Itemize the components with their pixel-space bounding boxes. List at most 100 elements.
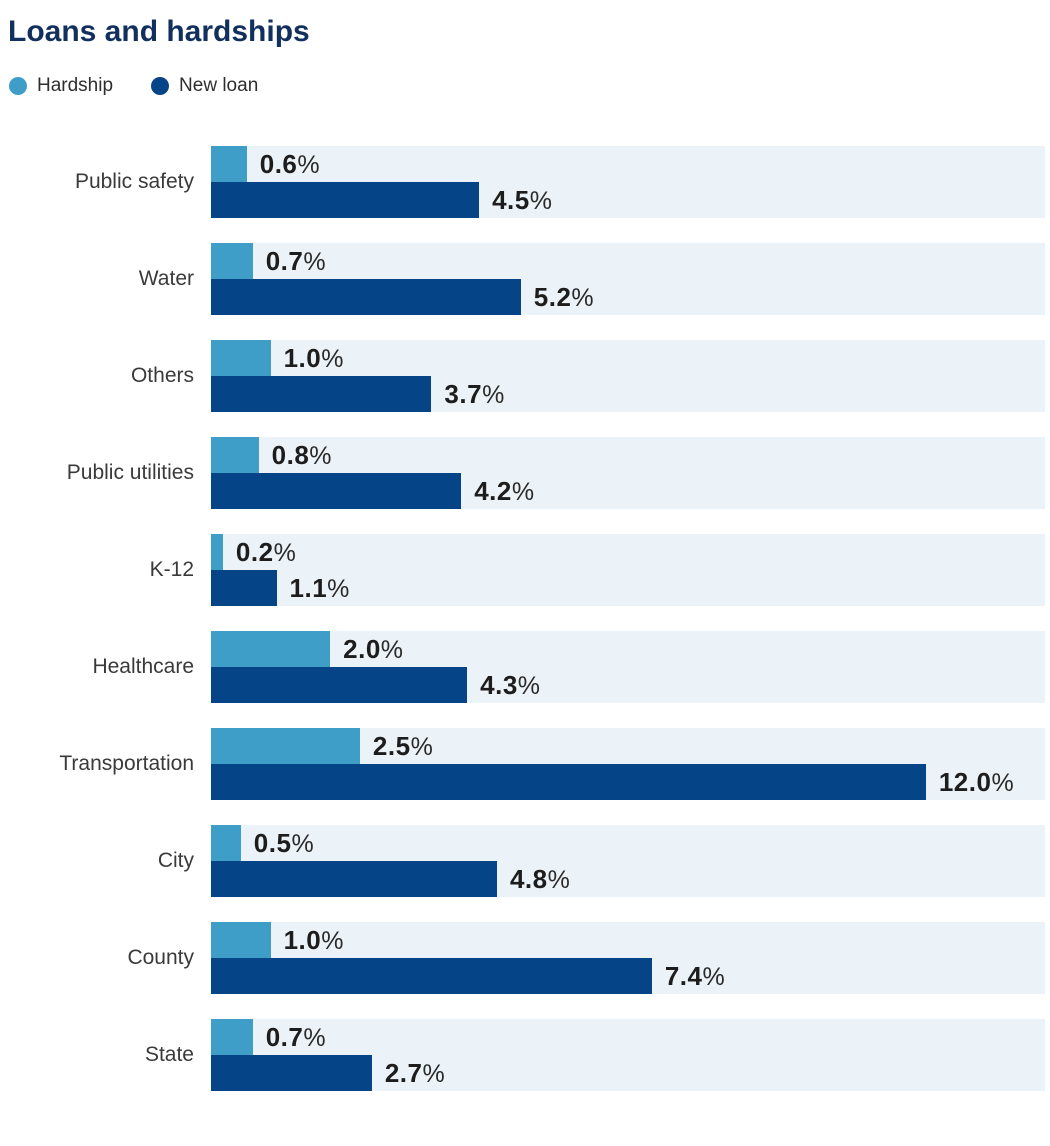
category-label: Public utilities <box>66 461 194 484</box>
bar-line: 12.0% <box>211 764 1045 800</box>
legend: Hardship New loan <box>9 75 1045 97</box>
new-loan-value-label: 3.7% <box>444 376 504 413</box>
category-label: Water <box>138 267 194 290</box>
value-number: 1.1 <box>289 572 328 603</box>
row-band: 0.2% 1.1% <box>211 534 1045 606</box>
value-number: 4.2 <box>474 475 512 506</box>
hardship-bar[interactable] <box>211 437 259 473</box>
percent-sign: % <box>380 635 404 664</box>
category-label: Public safety <box>74 170 194 193</box>
bar-line: 2.7% <box>211 1055 1045 1091</box>
percent-sign: % <box>529 186 552 215</box>
chart-row: County 1.0% 7.4% <box>8 922 1045 994</box>
bar-line: 1.0% <box>211 922 1045 958</box>
category-label: K-12 <box>149 558 194 581</box>
hardship-bar[interactable] <box>211 243 253 279</box>
chart-row: Healthcare 2.0% 4.3% <box>8 631 1045 703</box>
hardship-value-label: 2.5% <box>373 728 433 765</box>
chart-row: Transportation 2.5% 12.0% <box>8 728 1045 800</box>
value-number: 12.0 <box>938 766 992 797</box>
new-loan-value-label: 4.8% <box>510 861 570 898</box>
hardship-value-label: 1.0% <box>284 340 344 377</box>
new-loan-legend-dot-icon <box>151 77 170 95</box>
percent-sign: % <box>321 344 344 373</box>
new-loan-bar[interactable] <box>211 1055 372 1091</box>
bar-line: 1.1% <box>211 570 1045 606</box>
bar-line: 0.7% <box>211 243 1045 279</box>
row-band: 0.6% 4.5% <box>211 146 1045 218</box>
category-label: City <box>157 849 194 872</box>
percent-sign: % <box>991 768 1014 797</box>
chart-row: State 0.7% 2.7% <box>8 1019 1045 1091</box>
new-loan-bar[interactable] <box>211 570 277 606</box>
hardship-value-label: 0.5% <box>254 825 314 862</box>
percent-sign: % <box>303 247 326 276</box>
bar-line: 2.0% <box>211 631 1045 667</box>
percent-sign: % <box>410 732 433 761</box>
chart-row: Public utilities 0.8% 4.2% <box>8 437 1045 509</box>
bar-line: 2.5% <box>211 728 1045 764</box>
new-loan-bar[interactable] <box>211 376 432 412</box>
chart-row: Public safety 0.6% 4.5% <box>8 146 1045 218</box>
hardship-bar[interactable] <box>211 728 360 764</box>
legend-label-hardship: Hardship <box>37 75 114 96</box>
bar-line: 1.0% <box>211 340 1045 376</box>
bar-line: 4.5% <box>211 182 1045 218</box>
hardship-value-label: 0.7% <box>266 243 326 280</box>
chart-row: City 0.5% 4.8% <box>8 825 1045 897</box>
row-band: 1.0% 7.4% <box>211 922 1045 994</box>
value-number: 2.0 <box>343 633 381 664</box>
value-number: 4.8 <box>509 863 548 894</box>
bar-line: 5.2% <box>211 279 1045 315</box>
percent-sign: % <box>303 1023 326 1052</box>
percent-sign: % <box>309 441 332 470</box>
value-number: 4.3 <box>480 669 518 700</box>
hardship-bar[interactable] <box>211 146 247 182</box>
new-loan-value-label: 1.1% <box>290 570 350 607</box>
value-number: 0.7 <box>265 1021 304 1052</box>
row-band: 2.0% 4.3% <box>211 631 1045 703</box>
row-band: 0.7% 2.7% <box>211 1019 1045 1091</box>
chart-row: K-12 0.2% 1.1% <box>8 534 1045 606</box>
new-loan-bar[interactable] <box>211 861 497 897</box>
bar-line: 0.8% <box>211 437 1045 473</box>
value-number: 0.8 <box>271 439 310 470</box>
value-number: 4.5 <box>492 184 530 215</box>
bar-line: 4.8% <box>211 861 1045 897</box>
hardship-bar[interactable] <box>211 825 241 861</box>
bar-line: 4.2% <box>211 473 1045 509</box>
hardship-value-label: 0.8% <box>272 437 332 474</box>
value-number: 0.7 <box>265 245 304 276</box>
bar-line: 0.5% <box>211 825 1045 861</box>
chart-row: Others 1.0% 3.7% <box>8 340 1045 412</box>
value-number: 2.7 <box>384 1057 423 1088</box>
hardship-value-label: 0.6% <box>260 146 320 183</box>
new-loan-bar[interactable] <box>211 473 462 509</box>
new-loan-bar[interactable] <box>211 667 468 703</box>
legend-item-hardship[interactable]: Hardship <box>9 75 113 97</box>
value-number: 2.5 <box>372 730 411 761</box>
hardship-bar[interactable] <box>211 340 271 376</box>
category-label: State <box>144 1043 194 1066</box>
new-loan-bar[interactable] <box>211 764 926 800</box>
new-loan-bar[interactable] <box>211 182 480 218</box>
hardship-bar[interactable] <box>211 1019 253 1055</box>
value-number: 0.5 <box>253 827 292 858</box>
hardship-bar[interactable] <box>211 631 331 667</box>
percent-sign: % <box>321 926 344 955</box>
hardship-bar[interactable] <box>211 534 223 570</box>
percent-sign: % <box>571 283 594 312</box>
bar-chart: Public safety 0.6% 4.5% Water 0.7% 5.2% Others… <box>8 146 1045 1091</box>
row-band: 2.5% 12.0% <box>211 728 1045 800</box>
new-loan-value-label: 7.4% <box>665 958 725 995</box>
new-loan-bar[interactable] <box>211 958 652 994</box>
value-number: 5.2 <box>533 281 572 312</box>
value-number: 7.4 <box>664 960 703 991</box>
value-number: 3.7 <box>444 378 483 409</box>
percent-sign: % <box>511 477 535 506</box>
hardship-value-label: 2.0% <box>343 631 403 668</box>
hardship-bar[interactable] <box>211 922 271 958</box>
legend-item-new-loan[interactable]: New loan <box>151 75 258 97</box>
new-loan-bar[interactable] <box>211 279 521 315</box>
